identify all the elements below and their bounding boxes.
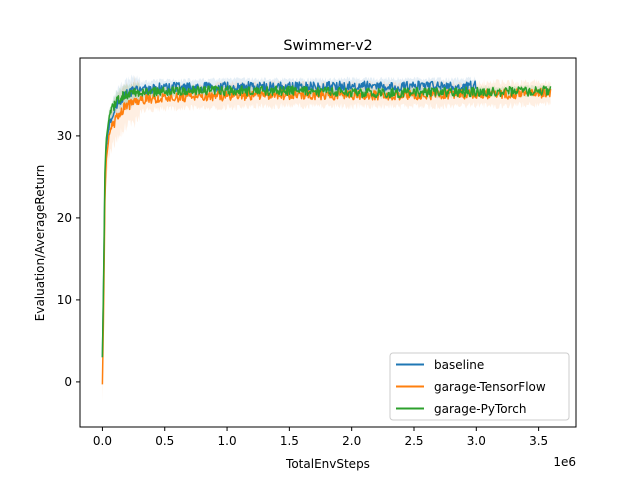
x-axis-offset-label: 1e6 — [553, 455, 576, 469]
x-axis: 0.0 0.5 1.0 1.5 2.0 2.5 3.0 3.5 — [93, 427, 548, 448]
x-axis-label: TotalEnvSteps — [285, 457, 370, 471]
legend-box — [389, 352, 570, 421]
x-tick-label: 1.5 — [280, 434, 299, 448]
plot-frame — [79, 57, 577, 428]
x-tick-label: 0.5 — [155, 434, 174, 448]
x-tick-label: 2.0 — [342, 434, 361, 448]
y-tick-label: 30 — [57, 129, 72, 143]
legend-label-garage-tensorflow: garage-TensorFlow — [434, 380, 546, 394]
y-axis-label: Evaluation/AverageReturn — [33, 165, 47, 321]
series-lines — [101, 80, 552, 385]
x-tick-label: 3.0 — [467, 434, 486, 448]
y-tick-label: 10 — [57, 293, 72, 307]
legend: baseline garage-TensorFlow garage-PyTorc… — [389, 352, 570, 421]
y-tick-label: 0 — [64, 375, 72, 389]
y-axis: 0 10 20 30 — [57, 129, 80, 389]
chart-title: Swimmer-v2 — [283, 38, 372, 54]
legend-label-baseline: baseline — [434, 358, 484, 372]
y-tick-label: 20 — [57, 211, 72, 225]
legend-label-garage-pytorch: garage-PyTorch — [434, 402, 526, 416]
x-tick-label: 1.0 — [218, 434, 237, 448]
x-tick-label: 2.5 — [404, 434, 423, 448]
x-tick-label: 3.5 — [529, 434, 548, 448]
series-garage-pytorch — [101, 85, 552, 358]
x-tick-label: 0.0 — [93, 434, 112, 448]
